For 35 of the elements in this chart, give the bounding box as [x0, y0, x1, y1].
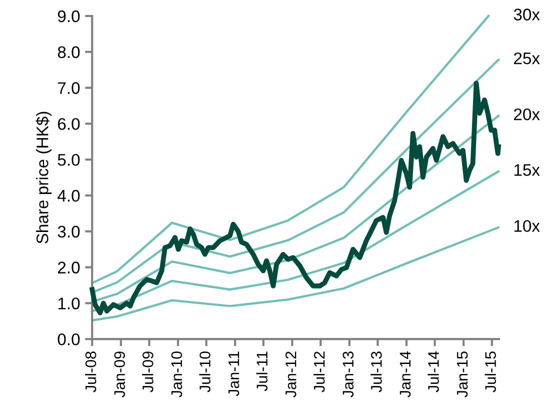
x-tick-label: Jan-10	[171, 351, 182, 398]
x-tick-label: Jan-09	[114, 352, 126, 398]
y-tick-label: 9.0	[58, 10, 80, 22]
y-tick-label: 4.0	[58, 190, 80, 202]
y-tick-label: 5.0	[58, 154, 80, 166]
y-tick-label: 0.0	[58, 333, 80, 346]
y-tick-label: 7.0	[58, 82, 80, 94]
x-tick-label: Jul-12	[314, 352, 325, 392]
x-tick-label: Jan-13	[342, 352, 354, 398]
x-tick-label: Jan-12	[285, 352, 296, 398]
x-tick-label: Jul-14	[428, 351, 439, 392]
x-tick-label: Jan-15	[457, 352, 468, 398]
y-tick-label: 6.0	[58, 118, 80, 130]
x-tick-label: Jul-13	[370, 352, 382, 392]
y-tick-label: 3.0	[58, 226, 80, 238]
x-tick-label: Jan-11	[228, 352, 240, 396]
series-label: 25x	[514, 52, 540, 64]
y-tick-label: 1.0	[58, 298, 80, 310]
x-tick-label: Jul-09	[142, 352, 154, 392]
x-tick-label: Jul-10	[199, 351, 210, 392]
x-tick-label: Jul-11	[256, 352, 268, 392]
y-tick-label: 8.0	[58, 46, 80, 58]
x-tick-label: Jul-15	[484, 352, 496, 392]
line-series	[91, 226, 500, 322]
series-label: 10x	[514, 220, 540, 232]
y-tick-label: 2.0	[58, 262, 80, 274]
line-series	[90, 80, 501, 316]
y-axis-title: Share price (HK$)	[36, 112, 52, 244]
x-tick-label: Jan-14	[400, 351, 411, 398]
series-label: 30x	[514, 8, 540, 20]
x-tick-label: Jul-08	[85, 352, 96, 392]
line-series	[91, 170, 500, 312]
series-label: 20x	[514, 108, 540, 120]
series-label: 15x	[514, 164, 540, 176]
line-series	[91, 14, 490, 284]
